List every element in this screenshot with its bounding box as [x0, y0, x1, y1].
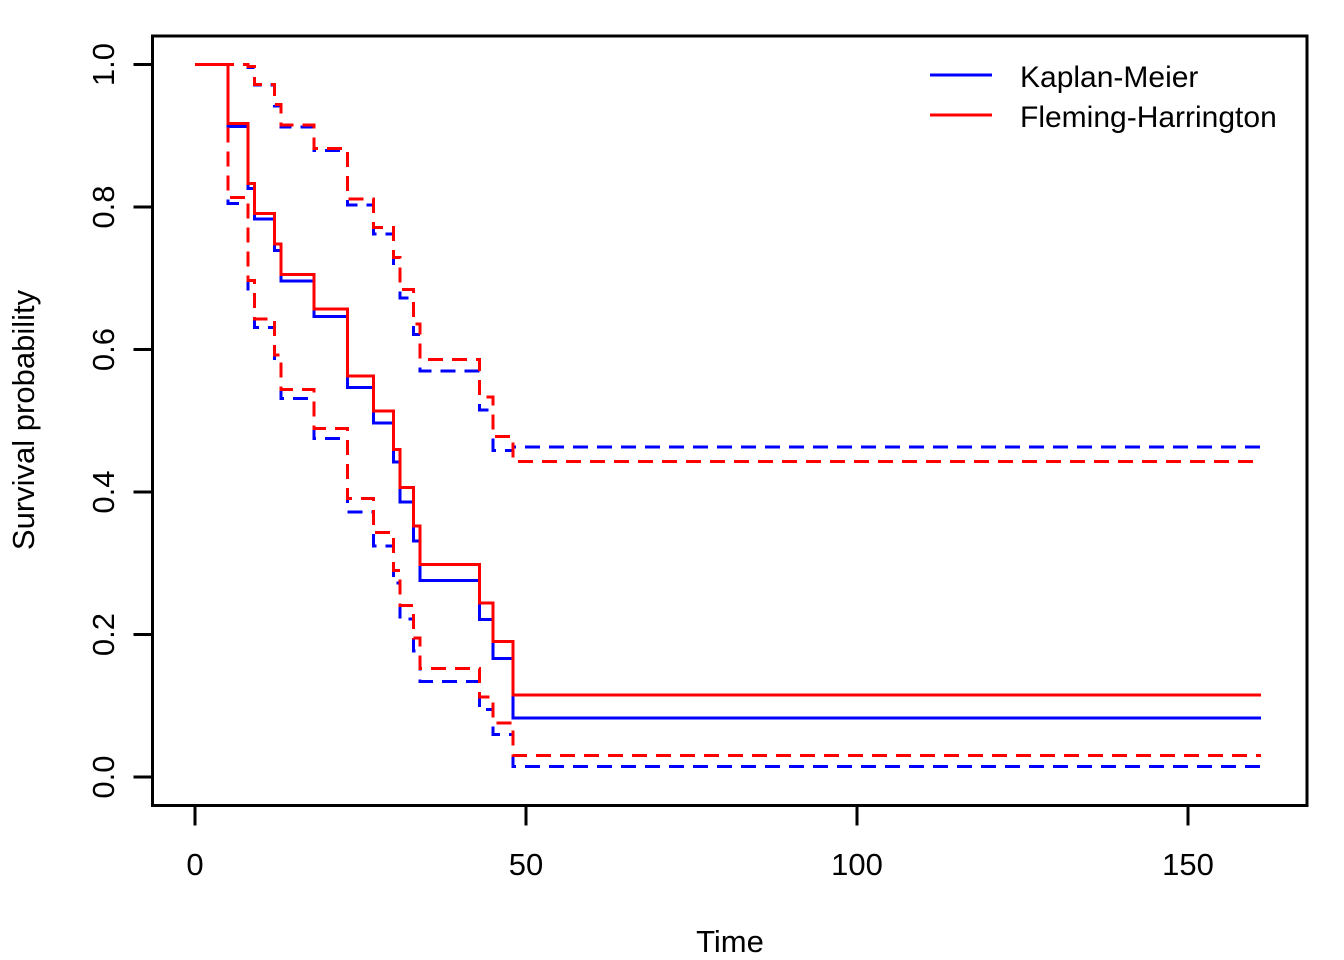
- plot-box: [151, 34, 1309, 807]
- y-tick-label-0.4: 0.4: [86, 470, 121, 513]
- x-tick-label-0: 0: [186, 847, 203, 882]
- y-tick-label-0.2: 0.2: [86, 613, 121, 656]
- fleming-harrington-upper-ci-curve: [195, 63, 1261, 463]
- legend-label-kaplan-meier: Kaplan-Meier: [1020, 61, 1198, 94]
- y-tick-label-0.6: 0.6: [86, 328, 121, 371]
- legend-label-fleming-harrington: Fleming-Harrington: [1020, 101, 1277, 134]
- x-tick-label-50: 50: [509, 847, 543, 882]
- fleming-harrington-lower-ci-curve: [195, 63, 1261, 758]
- kaplan-meier-lower-ci-curve: [195, 63, 1261, 768]
- x-tick-label-100: 100: [831, 847, 883, 882]
- x-axis-title: Time: [696, 924, 764, 959]
- y-tick-label-0.0: 0.0: [86, 755, 121, 798]
- x-tick-label-150: 150: [1162, 847, 1214, 882]
- y-axis-title: Survival probability: [6, 289, 41, 550]
- y-tick-label-1.0: 1.0: [86, 43, 121, 86]
- kaplan-meier-estimate-curve: [195, 63, 1261, 720]
- fleming-harrington-estimate-curve: [195, 63, 1261, 697]
- y-tick-label-0.8: 0.8: [86, 185, 121, 228]
